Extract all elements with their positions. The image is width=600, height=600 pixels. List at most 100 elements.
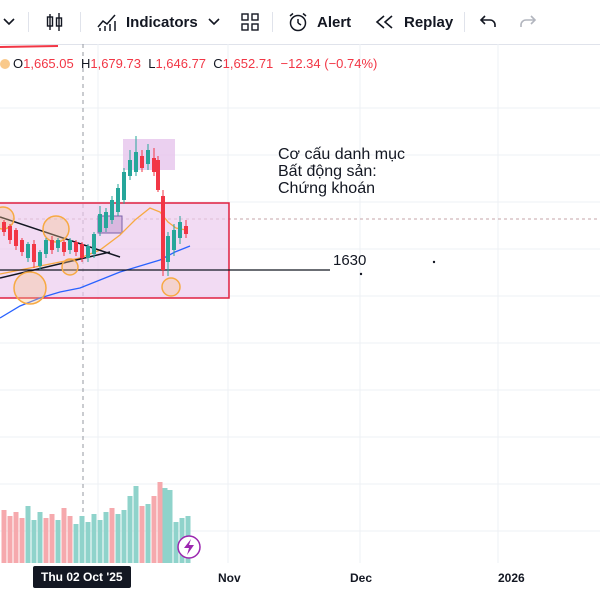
volume-bar bbox=[73, 524, 79, 563]
change-value: −12.34 (−0.74%) bbox=[280, 56, 378, 71]
volume-bar bbox=[115, 514, 121, 563]
level-label[interactable]: 1630 bbox=[333, 252, 367, 269]
alert-icon bbox=[287, 11, 309, 33]
candle-body bbox=[68, 240, 72, 250]
candle-body bbox=[166, 236, 170, 262]
candle-body bbox=[184, 226, 188, 234]
candle-body bbox=[110, 200, 114, 220]
candle-body bbox=[80, 244, 84, 258]
toolbar-divider bbox=[272, 12, 273, 32]
note-line-2: Bất động sản: bbox=[278, 163, 377, 180]
volume-bar bbox=[55, 520, 61, 563]
toolbar-divider bbox=[28, 12, 29, 32]
volume-bar bbox=[1, 510, 7, 563]
open-key: O bbox=[13, 56, 24, 71]
candle-body bbox=[140, 156, 144, 168]
top-red-line bbox=[0, 45, 59, 48]
chevron-down-icon[interactable] bbox=[207, 0, 221, 44]
volume-bar bbox=[91, 514, 97, 563]
volume-bar bbox=[43, 518, 49, 563]
highlight-circles bbox=[0, 206, 181, 305]
candle-body bbox=[98, 214, 102, 232]
candle-body bbox=[26, 244, 30, 258]
volume-bar bbox=[151, 496, 157, 563]
layouts-icon[interactable] bbox=[240, 0, 260, 44]
candle-body bbox=[172, 230, 176, 250]
candle-body bbox=[152, 158, 156, 172]
close-value: 1,652.71 bbox=[222, 56, 274, 71]
candle-body bbox=[32, 244, 36, 262]
volume-bar bbox=[61, 508, 67, 563]
volume-bar bbox=[162, 488, 168, 563]
candle-body bbox=[50, 240, 54, 250]
high-value: 1,679.73 bbox=[90, 56, 141, 71]
crosshair-date-label: Thu 02 Oct '25 bbox=[33, 566, 131, 588]
candle-body bbox=[2, 222, 6, 232]
candle-body bbox=[44, 240, 48, 254]
volume-bar bbox=[37, 512, 43, 563]
toolbar-divider bbox=[80, 12, 81, 32]
candle-body bbox=[116, 188, 120, 212]
candle-body bbox=[62, 242, 66, 252]
note-line-1: Cơ cấu danh mục bbox=[278, 146, 405, 163]
indicators-icon bbox=[96, 11, 118, 33]
axis-label-nov: Nov bbox=[218, 571, 241, 585]
ohlc-legend: O1,665.05 H1,679.73 L1,646.77 C1,652.71 … bbox=[0, 56, 377, 74]
volume-bar bbox=[167, 490, 173, 563]
trendline-upper[interactable] bbox=[0, 216, 121, 258]
lightning-icon[interactable] bbox=[177, 535, 201, 559]
candle-body bbox=[86, 246, 90, 258]
candle-body bbox=[134, 152, 138, 172]
note-line-3: Chứng khoán bbox=[278, 180, 375, 197]
candle-body bbox=[92, 234, 96, 254]
grid bbox=[0, 44, 600, 563]
volume-bar bbox=[85, 522, 91, 563]
symbol-status-dot bbox=[0, 59, 10, 69]
close-key: C bbox=[213, 56, 223, 71]
replay-button[interactable]: Replay bbox=[374, 0, 453, 44]
alert-button[interactable]: Alert bbox=[287, 0, 351, 44]
time-axis[interactable]: Thu 02 Oct '25 Nov Dec 2026 bbox=[0, 563, 600, 600]
low-value: 1,646.77 bbox=[155, 56, 207, 71]
volume-bar bbox=[139, 506, 145, 563]
volume-bar bbox=[97, 520, 103, 563]
candles-icon[interactable] bbox=[44, 0, 66, 44]
volume-bar bbox=[145, 504, 151, 563]
volume-bar bbox=[13, 512, 19, 563]
volume-bar bbox=[127, 496, 133, 563]
replay-label: Replay bbox=[404, 13, 454, 31]
indicators-label: Indicators bbox=[126, 13, 198, 31]
axis-label-dec: Dec bbox=[350, 571, 373, 585]
volume-bar bbox=[109, 508, 115, 563]
candle-body bbox=[178, 222, 182, 238]
candle-body bbox=[104, 212, 108, 228]
volume-bar bbox=[19, 518, 25, 563]
volume-bar bbox=[67, 516, 73, 563]
open-value: 1,665.05 bbox=[23, 56, 74, 71]
toolbar-divider bbox=[464, 12, 465, 32]
volume-bar bbox=[121, 510, 127, 563]
axis-label-2026: 2026 bbox=[498, 571, 525, 585]
indicators-button[interactable]: Indicators bbox=[96, 0, 198, 44]
top-toolbar: Indicators Alert bbox=[0, 0, 600, 45]
volume-bar bbox=[103, 512, 109, 563]
candle-body bbox=[56, 240, 60, 248]
candles bbox=[2, 136, 188, 276]
candle-body bbox=[146, 150, 150, 164]
marker-dot bbox=[432, 260, 436, 264]
volume-bar bbox=[25, 506, 31, 563]
alert-label: Alert bbox=[317, 13, 352, 31]
redo-icon[interactable] bbox=[518, 0, 538, 44]
candle-body bbox=[20, 240, 24, 252]
high-key: H bbox=[80, 56, 91, 71]
price-chart[interactable] bbox=[0, 0, 600, 563]
volume-bar bbox=[49, 514, 55, 563]
candle-body bbox=[14, 230, 18, 246]
candle-body bbox=[38, 252, 42, 266]
volume-bar bbox=[31, 520, 37, 563]
volume-bar bbox=[7, 516, 13, 563]
trendline-lower[interactable] bbox=[0, 251, 111, 279]
chevron-down-icon[interactable] bbox=[2, 0, 16, 44]
text-note[interactable]: Cơ cấu danh mục Bất động sản: Chứng khoá… bbox=[278, 146, 405, 197]
undo-icon[interactable] bbox=[478, 0, 498, 44]
